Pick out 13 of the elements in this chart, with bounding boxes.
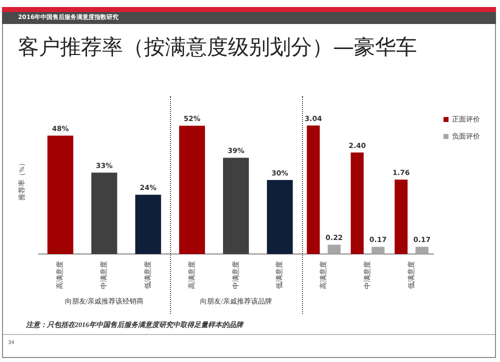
- bar: [223, 158, 249, 254]
- bar: [416, 246, 428, 254]
- bar: [328, 244, 341, 254]
- bar: [394, 180, 408, 254]
- bar: [135, 194, 162, 254]
- chart-title: 客户推荐率（按满意度级别划分）—豪华车: [18, 34, 417, 61]
- bar: [266, 180, 293, 254]
- bar: [306, 125, 320, 254]
- bar: [179, 126, 205, 254]
- bar: [372, 246, 385, 254]
- bar: [350, 152, 364, 254]
- bar: [91, 172, 118, 254]
- bar: [47, 136, 74, 254]
